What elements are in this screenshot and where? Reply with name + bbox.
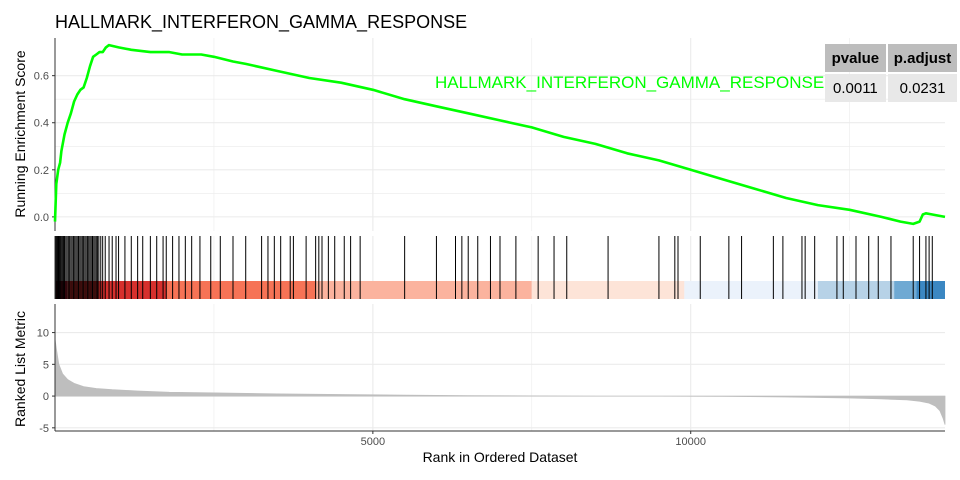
y-tick-label: 10 (37, 328, 49, 340)
running-score-line (53, 43, 946, 226)
padjust-cell: 0.0231 (887, 74, 958, 102)
y-tick-label: 0.4 (34, 118, 49, 130)
ranked-metric-panel: -5 0 5 10 (37, 304, 946, 435)
y-tick-label: 5 (43, 359, 49, 371)
x-tick-label: 5000 (361, 436, 385, 448)
x-axis: 5000 10000 (55, 430, 945, 448)
color-bar-segment (684, 281, 818, 299)
y-axis-title-ranked-metric: Ranked List Metric (12, 311, 28, 427)
chart-title: HALLMARK_INTERFERON_GAMMA_RESPONSE (55, 12, 467, 33)
color-bar-segment (916, 281, 945, 299)
pvalue-cell: 0.0011 (825, 74, 886, 102)
color-bar-segment (894, 281, 917, 299)
y-tick-label: 0.2 (34, 165, 49, 177)
y-tick-label: -5 (39, 423, 49, 435)
x-tick-label: 10000 (675, 436, 706, 448)
pvalue-header: pvalue (825, 44, 886, 72)
series-label: HALLMARK_INTERFERON_GAMMA_RESPONSE (435, 73, 824, 92)
y-tick-label: 0.0 (34, 212, 49, 224)
color-bar-segment (315, 281, 532, 299)
gene-hits-panel (54, 236, 945, 299)
padjust-header: p.adjust (887, 44, 958, 72)
y-tick-label: 0.6 (34, 71, 49, 83)
y-tick-label: 0 (43, 391, 49, 403)
x-axis-title: Rank in Ordered Dataset (423, 449, 578, 465)
stats-table: pvalue p.adjust 0.0011 0.0231 (823, 42, 959, 104)
running-score-panel: 0.0 0.2 0.4 0.6 HALLMARK_INTERFERON_GAMMA_RE… (34, 38, 946, 231)
color-bar-segment (166, 281, 316, 299)
y-axis-title-running-score: Running Enrichment Score (12, 50, 28, 218)
ranked-metric-area (54, 338, 946, 425)
